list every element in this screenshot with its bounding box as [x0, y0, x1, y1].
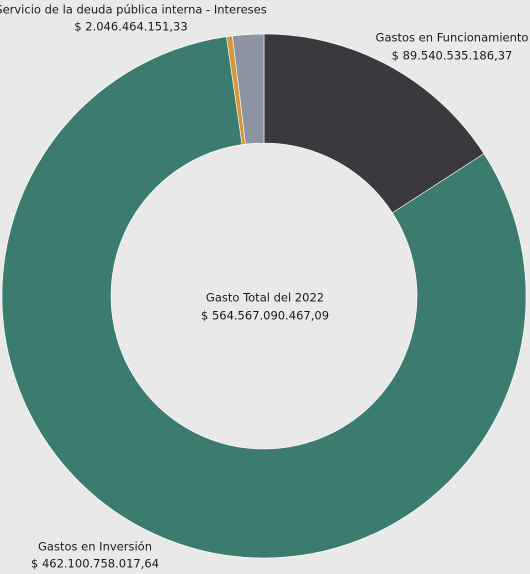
arcs — [1, 33, 527, 559]
donut-segment — [263, 33, 485, 214]
segment-value-label: $ 462.100.758.017,64 — [31, 557, 159, 571]
segment-value-label: $ 89.540.535.186,37 — [392, 49, 513, 63]
segment-value-label: $ 2.046.464.151,33 — [74, 20, 187, 34]
center-value: $ 564.567.090.467,09 — [201, 309, 329, 323]
donut-segment — [1, 36, 527, 559]
donut-segment — [232, 33, 265, 145]
segment-label: Servicio de la deuda pública interna - I… — [0, 3, 267, 17]
segment-label: Gastos en Funcionamiento — [376, 31, 529, 45]
center-title: Gasto Total del 2022 — [206, 291, 324, 305]
segment-label: Gastos en Inversión — [38, 540, 152, 554]
